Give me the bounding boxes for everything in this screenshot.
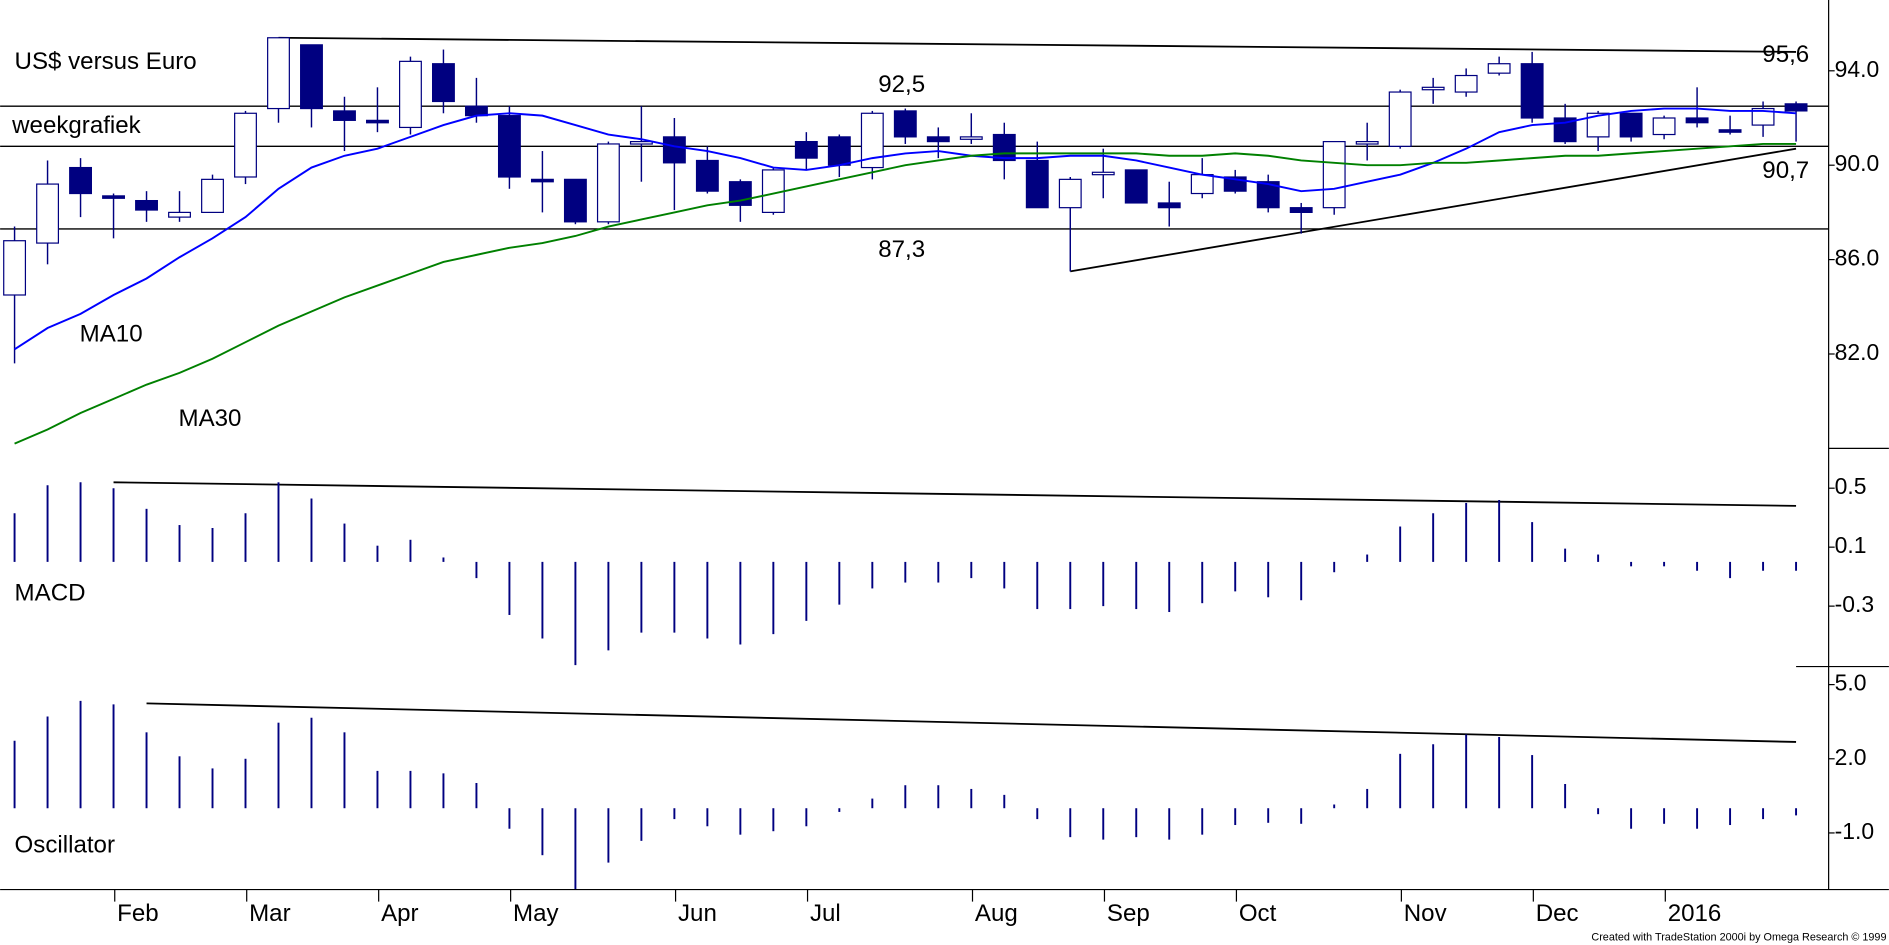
candle-body: [1355, 140, 1379, 145]
candle-body: [629, 140, 653, 145]
y-tick-label: -0.3: [1835, 591, 1874, 617]
x-tick-label: Sep: [1107, 900, 1150, 927]
candle-body: [1058, 178, 1082, 209]
candle-body: [1289, 207, 1313, 213]
candle-body: [1751, 107, 1775, 126]
candle-body: [333, 110, 356, 121]
x-tick-label: Oct: [1239, 900, 1277, 927]
panel-title: MACD: [15, 580, 86, 607]
trend-line: [113, 481, 1797, 507]
x-tick-label: Feb: [117, 900, 159, 927]
chart-subtitle: weekgrafiek: [11, 112, 142, 139]
candle-body: [135, 199, 158, 211]
candle-body: [1421, 86, 1445, 91]
candle-body: [1157, 202, 1181, 209]
moving-average-line: [14, 142, 1797, 445]
candle-body: [893, 110, 917, 138]
candle-body: [1091, 171, 1115, 176]
candle-body: [1520, 63, 1544, 119]
candle-body: [201, 178, 224, 213]
level-label: 92,5: [878, 71, 925, 98]
candle-body: [860, 112, 884, 169]
candle-body: [794, 140, 818, 159]
candle-body: [234, 112, 257, 178]
candle-body: [69, 166, 92, 195]
candle-body: [992, 133, 1016, 162]
candle-body: [36, 183, 60, 244]
candle-body: [1586, 112, 1610, 138]
y-tick-label: 0.5: [1835, 473, 1867, 499]
candle-body: [1190, 174, 1214, 195]
x-tick-label: Aug: [975, 900, 1018, 927]
candle-body: [267, 37, 290, 110]
candle-body: [431, 63, 455, 103]
candle-body: [1256, 181, 1280, 209]
x-tick-label: Jun: [678, 900, 717, 927]
candle-body: [1652, 117, 1676, 136]
candle-body: [530, 178, 554, 183]
trend-line: [146, 702, 1797, 743]
candle-body: [827, 136, 851, 166]
candle-body: [366, 119, 389, 124]
series-label: MA30: [178, 405, 241, 432]
candle-body: [300, 44, 323, 110]
candle-body: [168, 211, 191, 218]
candle-body: [1388, 91, 1412, 147]
trend-label: 90,7: [1762, 157, 1809, 184]
panel-title: Oscillator: [15, 832, 115, 859]
candle-body: [959, 136, 983, 140]
candle-body: [1487, 63, 1511, 74]
y-tick-label: -1.0: [1835, 818, 1874, 844]
series-label: MA10: [80, 320, 143, 347]
y-tick-label: 90.0: [1835, 150, 1880, 176]
candle-body: [563, 178, 587, 223]
x-tick-label: Dec: [1536, 900, 1579, 927]
trend-line: [278, 36, 1797, 53]
candle-body: [102, 195, 125, 199]
y-tick-label: 94.0: [1835, 56, 1880, 82]
x-tick-label: 2016: [1668, 900, 1722, 927]
candle-body: [1025, 159, 1049, 209]
candle-body: [695, 159, 719, 192]
chart-title: US$ versus Euro: [15, 48, 197, 75]
y-tick-label: 86.0: [1835, 245, 1880, 271]
candle-body: [926, 136, 950, 143]
candle-body: [3, 240, 27, 296]
trend-label: 95,6: [1762, 41, 1809, 68]
level-label: 87,3: [878, 236, 925, 263]
x-tick-label: May: [513, 900, 559, 927]
candle-body: [1718, 129, 1742, 133]
trend-line: [1070, 147, 1797, 273]
moving-average-line: [14, 107, 1797, 351]
candle-body: [399, 60, 422, 129]
candle-body: [596, 143, 620, 223]
candle-body: [1454, 74, 1478, 93]
y-tick-label: 2.0: [1835, 744, 1867, 770]
candle-body: [497, 115, 521, 178]
candle-body: [1322, 140, 1346, 209]
y-tick-label: 0.1: [1835, 532, 1867, 558]
candle-body: [1685, 117, 1709, 124]
footer: Created with TradeStation 2000i by Omega…: [1591, 932, 1886, 944]
x-tick-label: Nov: [1404, 900, 1447, 927]
candle-body: [1124, 169, 1148, 204]
x-tick-label: Apr: [381, 900, 419, 927]
x-tick-label: Jul: [810, 900, 841, 927]
candle-body: [1784, 103, 1808, 112]
y-tick-label: 82.0: [1835, 339, 1880, 365]
candle-body: [1619, 112, 1643, 138]
y-tick-label: 5.0: [1835, 670, 1867, 696]
candle-body: [662, 136, 686, 164]
x-tick-label: Mar: [249, 900, 291, 927]
